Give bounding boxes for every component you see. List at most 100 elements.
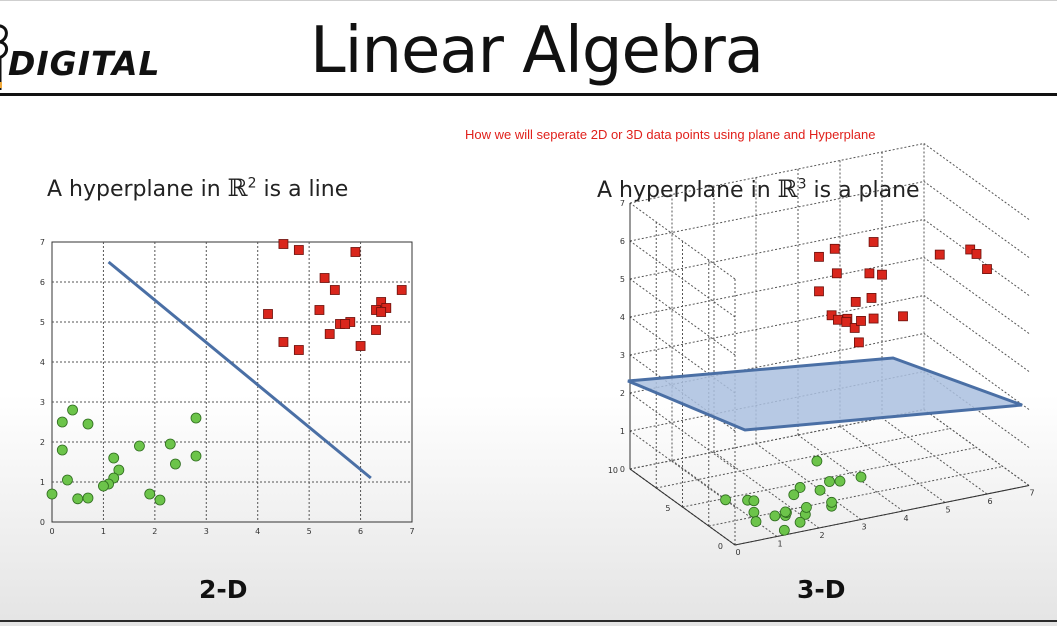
green-data-point bbox=[748, 495, 760, 507]
header-divider bbox=[0, 93, 1057, 96]
floor-grid bbox=[923, 409, 1030, 486]
y-tick-label: 7 bbox=[40, 238, 45, 247]
red-data-point bbox=[350, 247, 361, 257]
slide-title: Linear Algebra bbox=[310, 14, 764, 88]
green-data-point bbox=[780, 506, 791, 518]
green-data-point bbox=[62, 474, 73, 486]
red-data-point bbox=[833, 314, 843, 325]
red-data-point bbox=[934, 249, 945, 260]
red-data-point bbox=[376, 307, 387, 317]
floor-grid bbox=[797, 434, 904, 512]
separating-line bbox=[107, 260, 372, 480]
x-tick-label: 7 bbox=[409, 527, 414, 536]
red-data-point bbox=[898, 311, 908, 322]
green-data-point bbox=[154, 494, 166, 506]
red-data-point bbox=[854, 337, 864, 348]
green-data-point bbox=[98, 480, 109, 492]
green-data-point bbox=[855, 471, 867, 483]
x-tick-label: 7 bbox=[1029, 489, 1034, 498]
green-data-point bbox=[56, 416, 68, 428]
green-data-point bbox=[750, 516, 762, 527]
x-tick-label: 2 bbox=[819, 531, 824, 540]
green-data-point bbox=[720, 494, 731, 506]
red-data-point bbox=[263, 309, 273, 319]
x-tick-label: 0 bbox=[49, 527, 54, 536]
green-data-point bbox=[826, 496, 837, 508]
back-wall-grid bbox=[629, 143, 925, 204]
panel-2d-title: A hyperplane in ℝ2 is a line bbox=[47, 174, 348, 202]
brand-logo: DIGITAL bbox=[8, 44, 161, 83]
green-data-point bbox=[164, 438, 176, 450]
z-tick-label: 1 bbox=[620, 427, 625, 436]
z-tick-label: 0 bbox=[620, 465, 625, 474]
red-data-point bbox=[814, 251, 824, 262]
green-data-point bbox=[801, 501, 812, 513]
green-data-point bbox=[108, 452, 120, 464]
red-data-point bbox=[324, 329, 335, 339]
panel-2d-title-suffix: is a line bbox=[263, 177, 349, 202]
green-data-point bbox=[824, 476, 835, 487]
y-tick-label: 6 bbox=[40, 278, 45, 287]
y-tick-label: 3 bbox=[40, 398, 45, 407]
panel-3d-title-suffix: is a plane bbox=[813, 178, 920, 203]
x-tick-label: 3 bbox=[861, 523, 866, 532]
floor-grid bbox=[839, 426, 946, 503]
separating-plane bbox=[627, 356, 1023, 432]
red-data-point bbox=[868, 237, 879, 247]
green-data-point bbox=[113, 464, 125, 476]
x-tick-label: 1 bbox=[777, 540, 782, 549]
red-data-point bbox=[850, 297, 861, 307]
side-wall-grid bbox=[629, 392, 736, 470]
right-wall-grid bbox=[923, 181, 1030, 258]
background-gradient bbox=[0, 395, 1057, 626]
panel-3d-space-symbol: ℝ bbox=[777, 175, 798, 203]
right-wall-grid bbox=[923, 295, 1030, 372]
panel-2d-space-symbol: ℝ bbox=[227, 174, 248, 202]
red-data-point bbox=[278, 337, 289, 347]
x-tick-label: 4 bbox=[255, 527, 260, 536]
green-data-point bbox=[811, 455, 823, 467]
green-data-point bbox=[144, 488, 156, 500]
x-tick-label: 0 bbox=[735, 548, 740, 557]
red-data-point bbox=[329, 285, 340, 295]
green-data-point bbox=[748, 506, 760, 518]
z-tick-label: 5 bbox=[620, 275, 625, 284]
red-data-point bbox=[371, 325, 381, 335]
red-data-point bbox=[877, 269, 887, 280]
z-tick-label: 7 bbox=[620, 199, 625, 208]
green-data-point bbox=[190, 450, 202, 462]
green-data-point bbox=[794, 482, 806, 493]
x-tick-label: 2 bbox=[152, 527, 157, 536]
y-tick-label: 2 bbox=[40, 438, 45, 447]
red-data-point bbox=[319, 273, 330, 283]
right-wall-grid bbox=[923, 257, 1030, 334]
side-wall-grid bbox=[629, 202, 736, 280]
y-tick-label: 0 bbox=[718, 542, 723, 551]
red-data-point bbox=[868, 313, 879, 324]
green-data-point bbox=[814, 484, 826, 496]
x-tick-label: 6 bbox=[358, 527, 363, 536]
plot-2d-frame bbox=[51, 241, 413, 523]
red-data-point bbox=[293, 345, 304, 355]
green-data-point bbox=[72, 493, 84, 505]
z-tick-label: 4 bbox=[620, 313, 625, 322]
green-data-point bbox=[170, 458, 181, 470]
green-data-point bbox=[190, 412, 202, 424]
label-3d: 3-D bbox=[797, 575, 846, 604]
red-data-point bbox=[376, 297, 387, 307]
red-data-point bbox=[814, 286, 824, 297]
floor-grid bbox=[708, 466, 1003, 527]
red-data-point bbox=[864, 268, 875, 279]
red-data-point bbox=[849, 323, 860, 333]
side-wall-grid bbox=[629, 430, 736, 508]
red-data-point bbox=[396, 285, 407, 295]
y-axis bbox=[629, 468, 736, 546]
green-data-point bbox=[56, 444, 68, 456]
label-2d: 2-D bbox=[199, 575, 248, 604]
red-data-point bbox=[314, 305, 325, 315]
x-tick-label: 5 bbox=[945, 506, 950, 515]
green-data-point bbox=[134, 440, 145, 452]
z-tick-label: 2 bbox=[620, 389, 625, 398]
